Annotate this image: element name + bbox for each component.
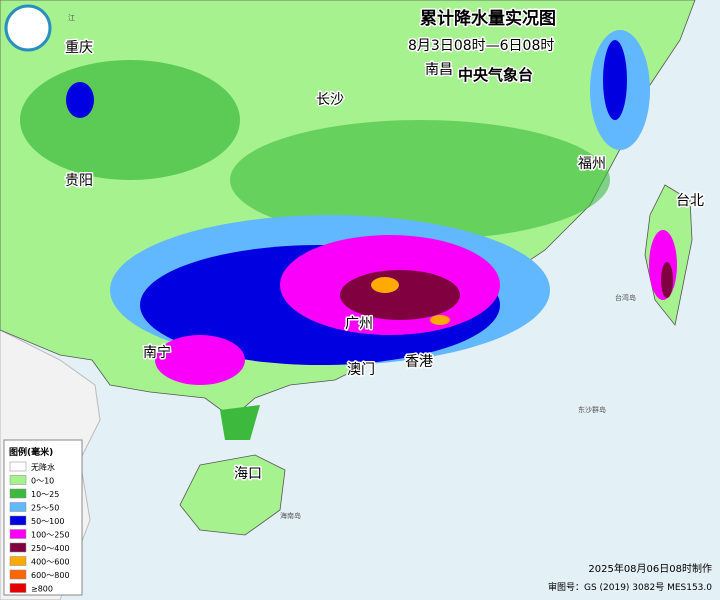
leizhou xyxy=(220,405,260,440)
legend-label: 100～250 xyxy=(31,531,70,540)
minor-label: 海南岛 xyxy=(280,511,301,520)
map-subtitle: 8月3日08时—6日08时 xyxy=(408,38,554,54)
legend-label: 250～400 xyxy=(31,544,70,553)
city-label: 海口 xyxy=(234,466,262,482)
city-label: 贵阳 xyxy=(65,173,93,189)
legend-label: 50～100 xyxy=(31,517,64,526)
city-label: 福州 xyxy=(578,156,606,172)
legend-swatch xyxy=(9,488,27,499)
minor-label: 台湾岛 xyxy=(615,293,636,302)
legend-title: 图例(毫米) xyxy=(9,446,53,458)
legend-swatch xyxy=(9,461,27,472)
logo xyxy=(4,4,52,52)
city-label: 重庆 xyxy=(65,40,93,56)
city-label: 台北 xyxy=(676,193,704,209)
legend-swatch xyxy=(9,529,27,539)
taiwan-rain xyxy=(661,262,673,298)
legend-swatch xyxy=(9,556,27,566)
legend-swatch xyxy=(9,542,27,553)
city-label: 澳门 xyxy=(347,362,375,378)
legend-swatch xyxy=(9,515,27,526)
legend-label: 25～50 xyxy=(31,504,59,513)
legend-label: 600～800 xyxy=(31,571,70,580)
city-label: 南宁 xyxy=(143,344,171,361)
legend-label: 无降水 xyxy=(31,462,55,472)
minor-label: 江 xyxy=(68,14,75,22)
rain-areas xyxy=(20,30,650,385)
legend-label: 0～10 xyxy=(31,477,54,486)
legend-swatch xyxy=(9,569,27,580)
legend-swatch xyxy=(9,502,27,512)
city-label: 香港 xyxy=(405,354,433,370)
legend-label: ≥800 xyxy=(31,585,53,594)
minor-label: 东沙群岛 xyxy=(578,405,606,414)
approval: 审图号：GS (2019) 3082号 MES153.0 xyxy=(548,581,712,593)
city-label: 长沙 xyxy=(316,92,344,108)
legend-swatch xyxy=(9,475,27,485)
legend-label: 10～25 xyxy=(31,490,59,499)
agency: 中央气象台 xyxy=(458,66,533,84)
map-title: 累计降水量实况图 xyxy=(420,8,556,29)
made-date: 2025年08月06日08时制作 xyxy=(588,562,712,575)
legend-swatch xyxy=(9,583,27,593)
city-label: 广州 xyxy=(345,316,373,332)
legend-label: 400～600 xyxy=(31,558,70,567)
city-label: 南昌 xyxy=(425,62,453,78)
hainan xyxy=(179,454,286,536)
